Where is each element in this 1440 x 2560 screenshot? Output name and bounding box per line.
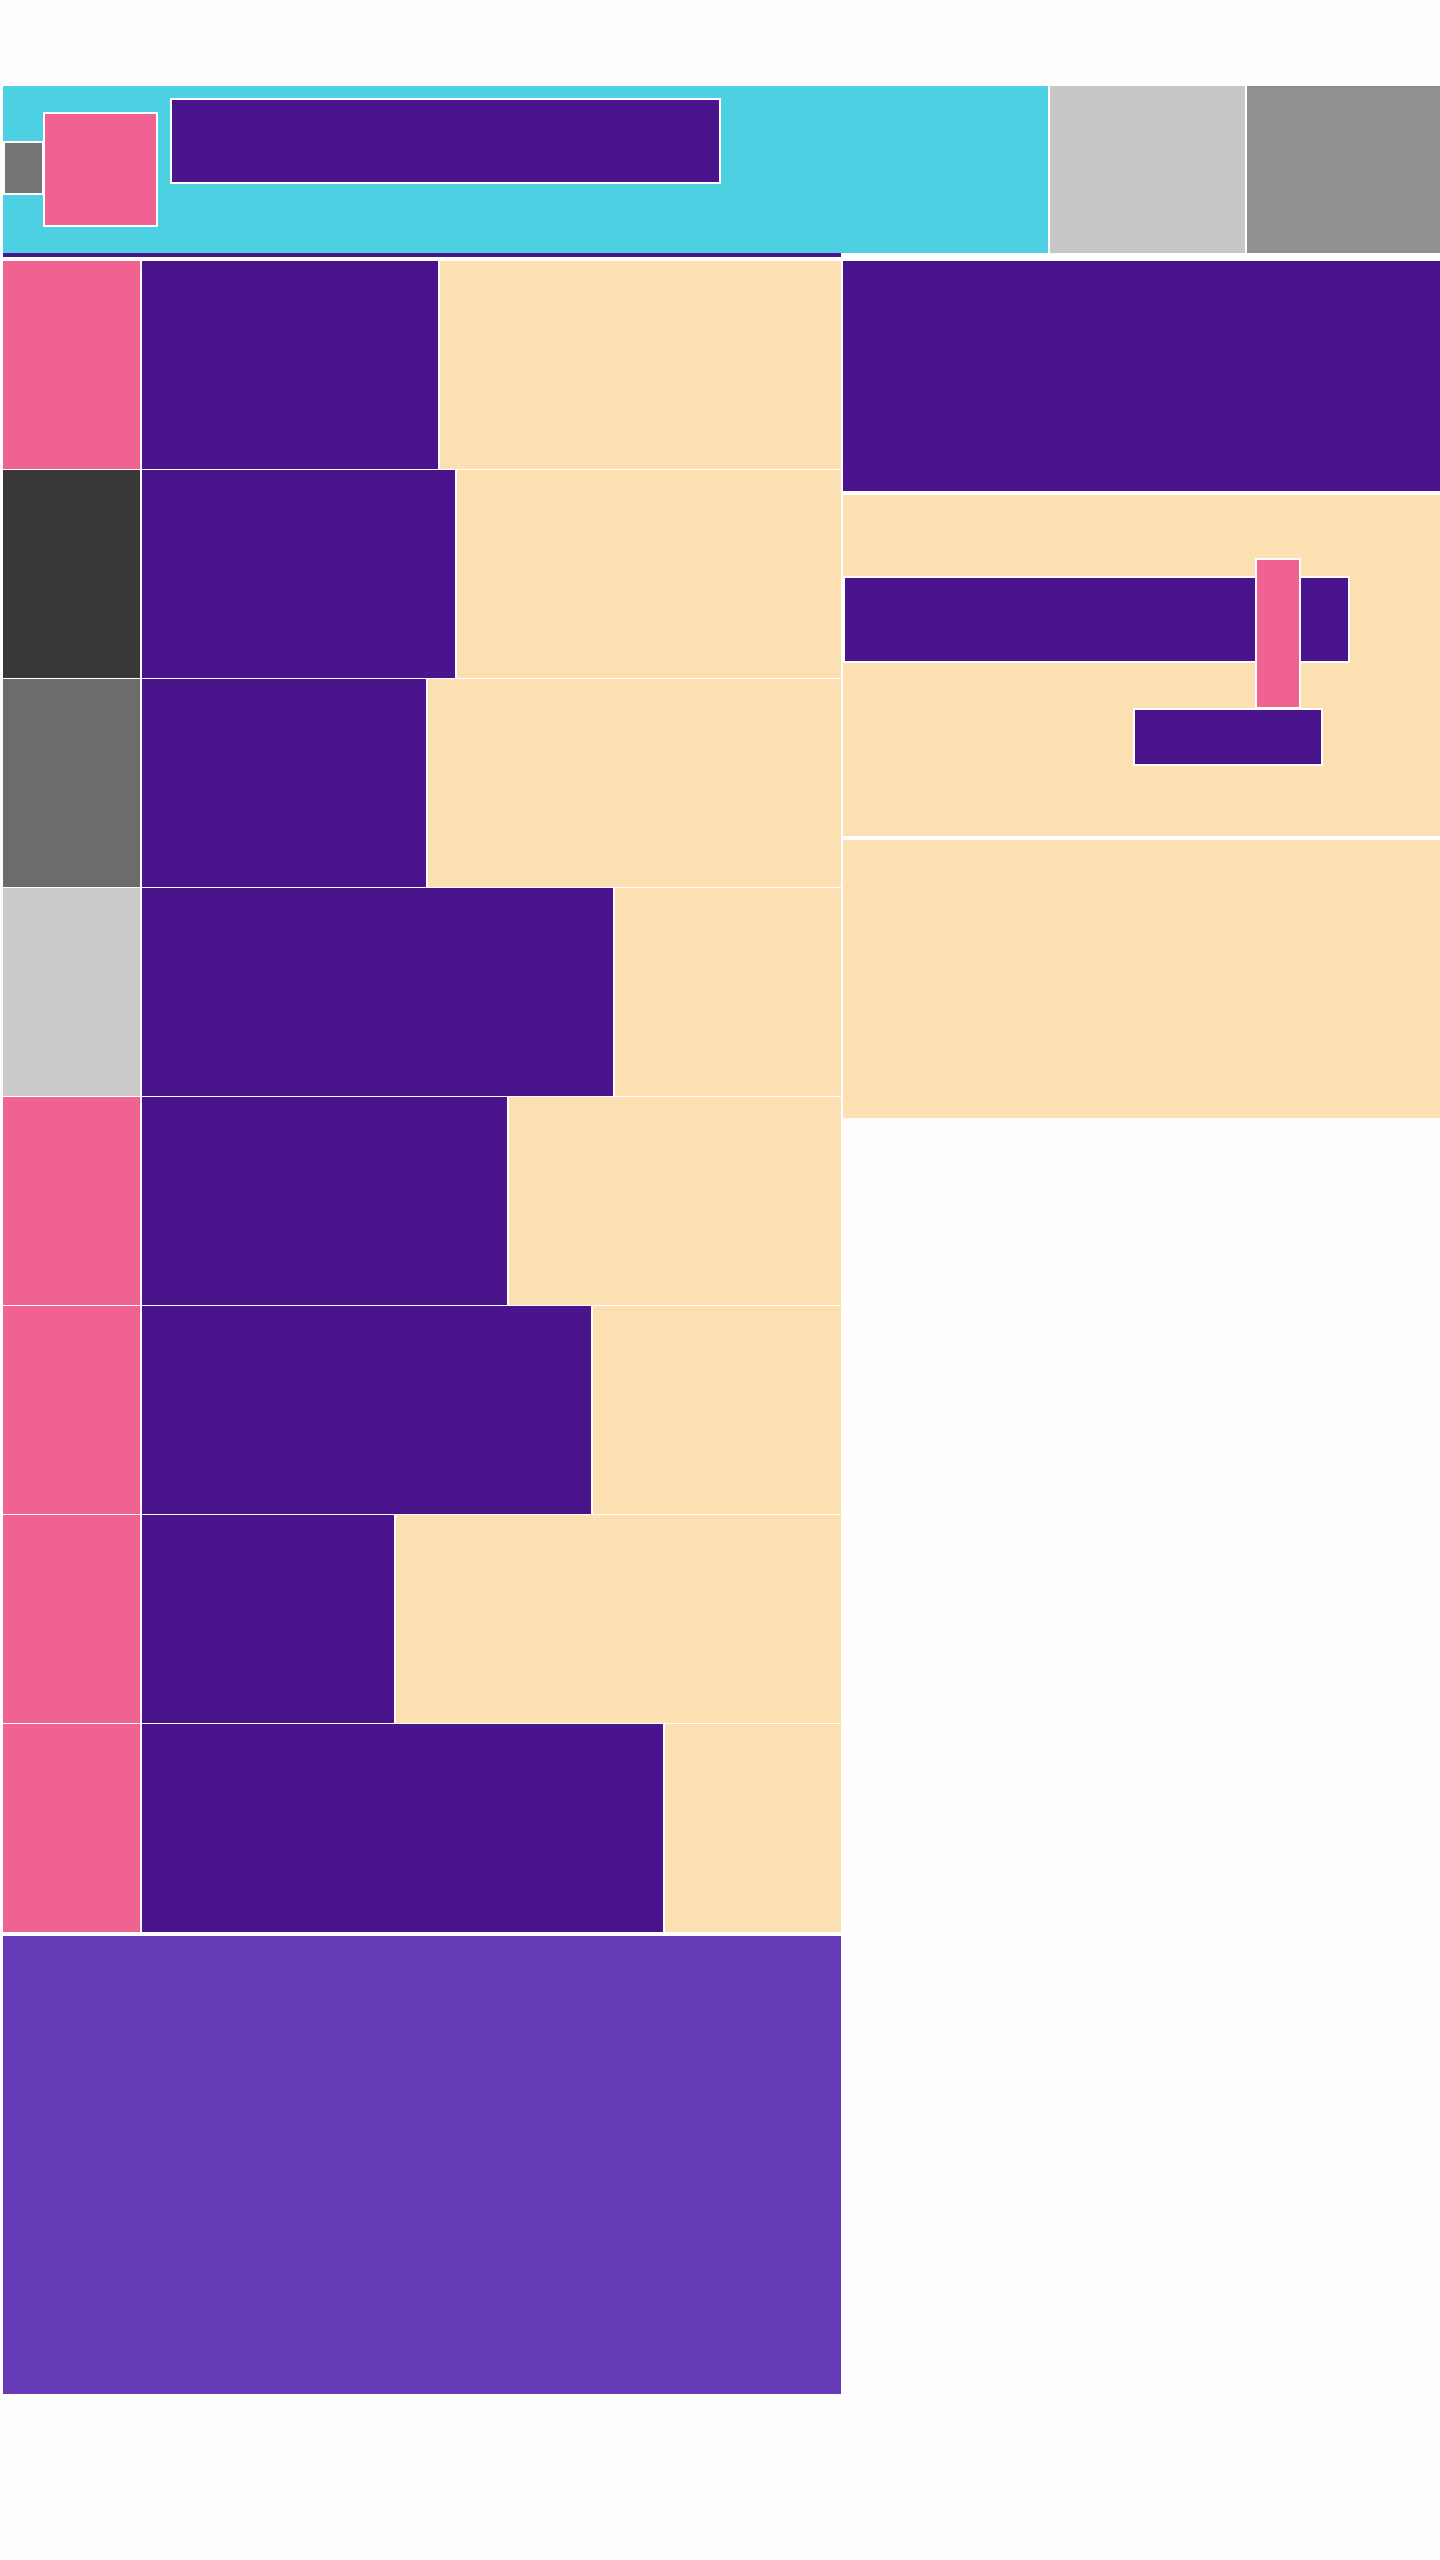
header-action-button-2[interactable] bbox=[1247, 86, 1440, 253]
list-item-title bbox=[142, 1724, 665, 1932]
list-item[interactable] bbox=[3, 1097, 841, 1306]
back-tab[interactable] bbox=[3, 141, 44, 195]
list-item[interactable] bbox=[3, 1515, 841, 1724]
list-item-icon bbox=[3, 888, 142, 1096]
side-panel-body bbox=[843, 495, 1440, 838]
list-item[interactable] bbox=[3, 1306, 841, 1515]
list-item[interactable] bbox=[3, 1724, 841, 1933]
list-item-title bbox=[142, 888, 615, 1096]
list-item-icon bbox=[3, 261, 142, 469]
list-item-icon bbox=[3, 1306, 142, 1514]
list-item-title bbox=[142, 261, 440, 469]
header-action-button-1[interactable] bbox=[1050, 86, 1245, 253]
side-panel-button[interactable] bbox=[1133, 708, 1323, 766]
header-divider bbox=[3, 253, 841, 257]
footer-panel bbox=[3, 1936, 841, 2394]
list-item[interactable] bbox=[3, 261, 841, 470]
app-icon[interactable] bbox=[43, 112, 158, 227]
list-item-title bbox=[142, 1515, 396, 1723]
list-item[interactable] bbox=[3, 888, 841, 1097]
list-item-title bbox=[142, 1306, 593, 1514]
list-item-title bbox=[142, 470, 457, 678]
list-item-icon bbox=[3, 1097, 142, 1305]
side-panel-footer bbox=[843, 840, 1440, 1118]
page-title bbox=[170, 98, 721, 184]
list-item-icon bbox=[3, 1515, 142, 1723]
list-item-title bbox=[142, 679, 428, 887]
side-panel-marker-icon[interactable] bbox=[1255, 558, 1301, 709]
list-item-icon bbox=[3, 1724, 142, 1932]
list-item-icon bbox=[3, 679, 142, 887]
list-item-title bbox=[142, 1097, 509, 1305]
list-item[interactable] bbox=[3, 470, 841, 679]
list-item-icon bbox=[3, 470, 142, 678]
item-list bbox=[3, 261, 841, 1933]
list-item[interactable] bbox=[3, 679, 841, 888]
side-panel-header bbox=[843, 261, 1440, 491]
